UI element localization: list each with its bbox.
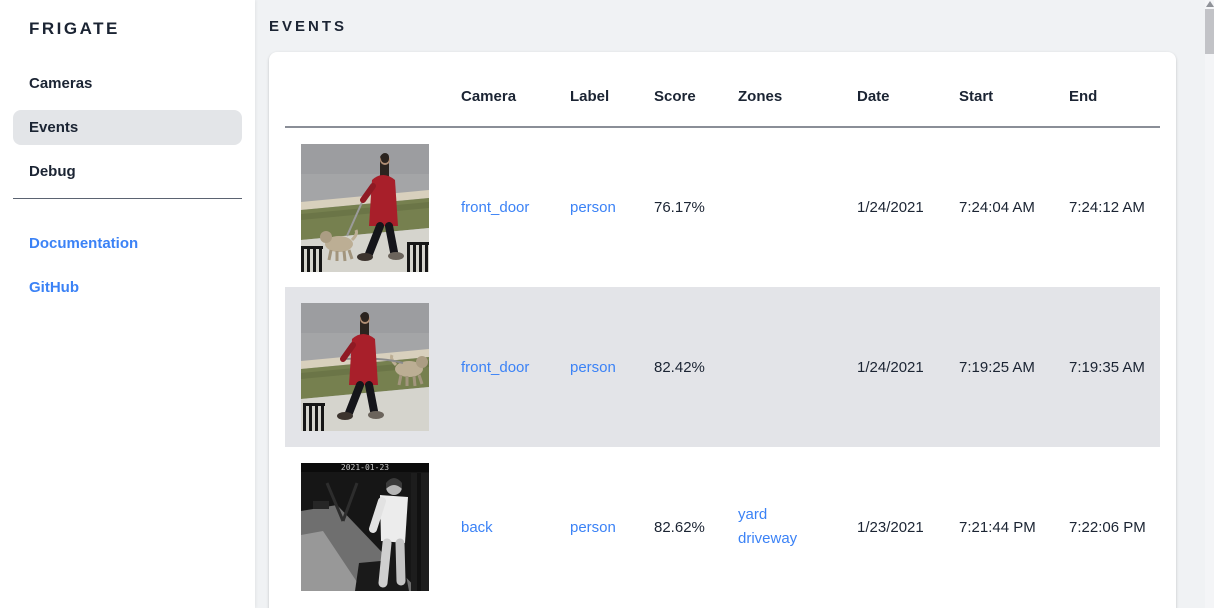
table-row: 2021-01-23 back person 82.62% yard driveway 1…: [285, 447, 1160, 607]
date-value: 1/24/2021: [857, 358, 924, 376]
label-link[interactable]: person: [570, 358, 616, 376]
sidebar-divider: [13, 198, 242, 199]
end-value: 7:22:06 PM: [1069, 518, 1146, 536]
event-thumbnail[interactable]: 2021-01-23: [301, 463, 429, 591]
date-value: 1/23/2021: [857, 518, 924, 536]
column-header-thumbnail: [285, 52, 461, 128]
column-header-score: Score: [654, 52, 738, 128]
sidebar: FRIGATE Cameras Events Debug Documentation…: [0, 0, 255, 608]
zone-link[interactable]: yard: [738, 506, 768, 523]
main-content: EVENTS Camera Label Score Zones Date Start End: [255, 0, 1214, 608]
sidebar-nav: Cameras Events Debug: [0, 66, 255, 189]
column-header-end: End: [1069, 52, 1160, 128]
events-table: Camera Label Score Zones Date Start End front_…: [285, 52, 1160, 607]
date-value: 1/24/2021: [857, 199, 924, 216]
svg-text:2021-01-23: 2021-01-23: [341, 463, 389, 472]
events-card: Camera Label Score Zones Date Start End front_…: [269, 52, 1176, 608]
scrollbar-up-arrow[interactable]: [1206, 1, 1214, 7]
sidebar-external-links: Documentation GitHub: [0, 226, 255, 305]
camera-link[interactable]: front_door: [461, 358, 530, 376]
zones-cell: yard driveway: [738, 447, 857, 607]
label-link[interactable]: person: [570, 199, 616, 216]
sidebar-link-github[interactable]: GitHub: [29, 279, 79, 296]
zone-link[interactable]: driveway: [738, 530, 798, 547]
score-value: 82.42%: [654, 358, 705, 376]
page-title: EVENTS: [269, 18, 348, 35]
app-logo[interactable]: FRIGATE: [29, 19, 120, 38]
table-header-row: Camera Label Score Zones Date Start End: [285, 52, 1160, 128]
sidebar-link-documentation[interactable]: Documentation: [29, 235, 139, 252]
label-link[interactable]: person: [570, 518, 616, 536]
column-header-zones: Zones: [738, 52, 857, 128]
start-value: 7:24:04 AM: [959, 199, 1035, 216]
start-value: 7:19:25 AM: [959, 358, 1035, 376]
table-row: front_door person 82.42% 1/24/2021 7:19:25 A…: [285, 287, 1160, 447]
event-thumbnail[interactable]: [301, 303, 429, 431]
end-value: 7:24:12 AM: [1069, 199, 1145, 216]
column-header-date: Date: [857, 52, 959, 128]
column-header-camera: Camera: [461, 52, 570, 128]
sidebar-item-debug[interactable]: Debug: [29, 163, 76, 180]
events-table-body: front_door person 76.17% 1/24/2021 7:24:04 A…: [285, 127, 1160, 607]
event-thumbnail[interactable]: [301, 143, 429, 272]
end-value: 7:19:35 AM: [1069, 358, 1145, 376]
score-value: 82.62%: [654, 518, 705, 536]
zones-cell: [738, 127, 857, 287]
sidebar-item-events[interactable]: Events: [13, 110, 242, 145]
camera-link[interactable]: front_door: [461, 199, 530, 216]
sidebar-item-cameras[interactable]: Cameras: [29, 75, 93, 92]
score-value: 76.17%: [654, 199, 705, 216]
zones-cell: [738, 287, 857, 447]
start-value: 7:21:44 PM: [959, 518, 1036, 536]
scrollbar-thumb[interactable]: [1205, 9, 1214, 54]
camera-link[interactable]: back: [461, 518, 493, 536]
column-header-label: Label: [570, 52, 654, 128]
scrollbar-track[interactable]: [1205, 0, 1214, 608]
column-header-start: Start: [959, 52, 1069, 128]
table-row: front_door person 76.17% 1/24/2021 7:24:04 A…: [285, 127, 1160, 287]
